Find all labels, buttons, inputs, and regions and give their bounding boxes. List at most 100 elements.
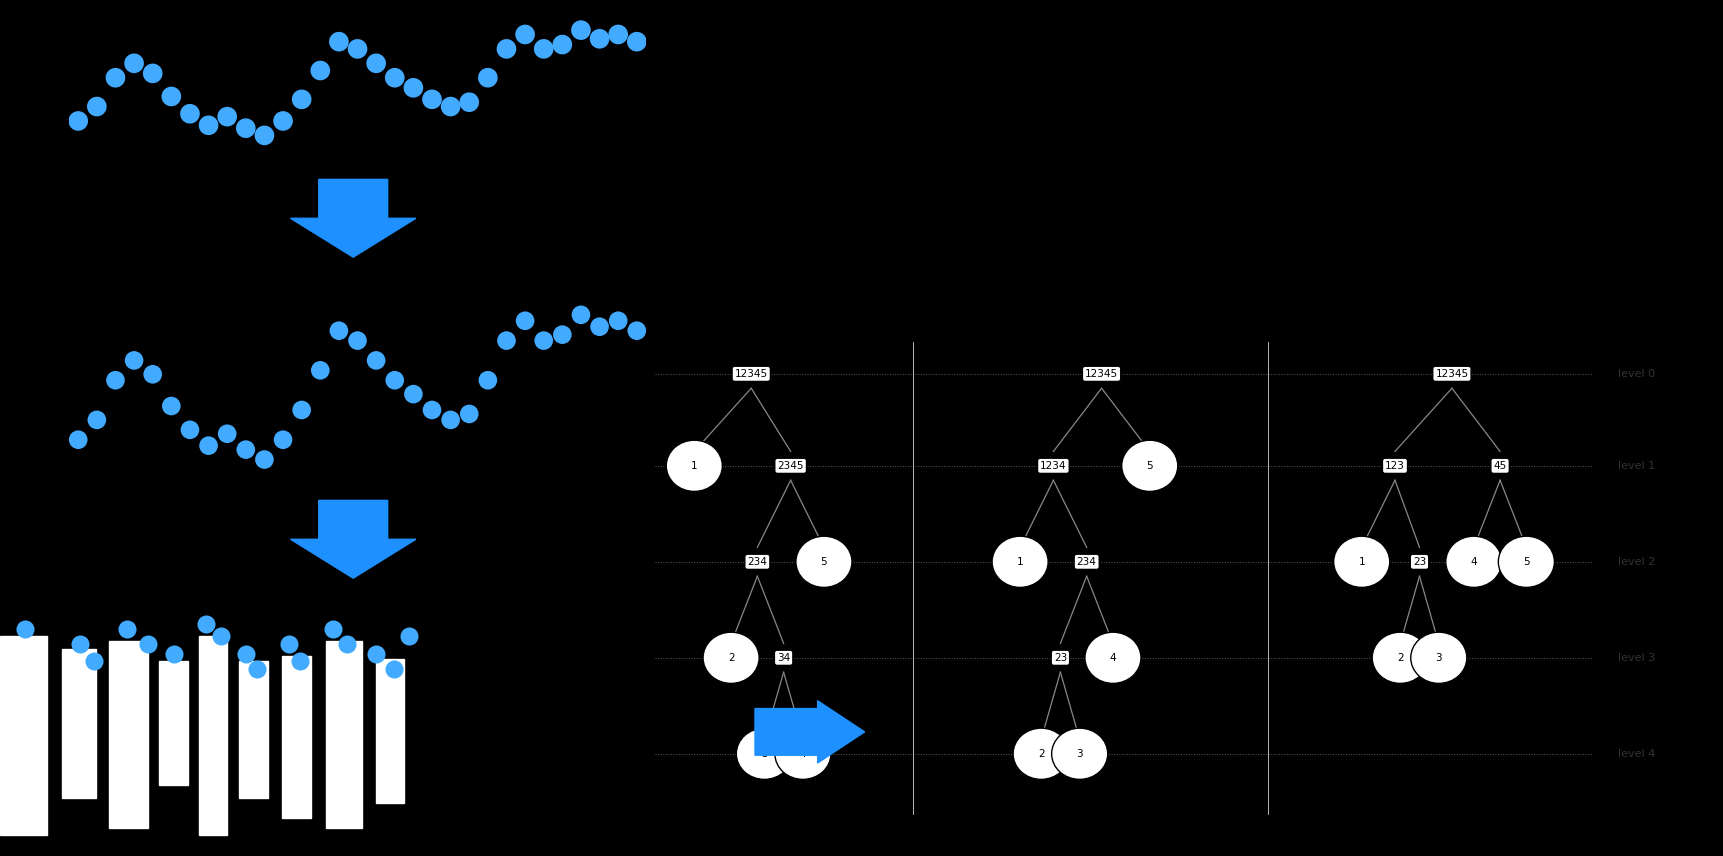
Point [326,324,353,337]
Point [548,38,575,51]
Point [326,35,353,49]
Point [586,320,613,334]
FancyBboxPatch shape [159,661,188,786]
Text: 2: 2 [727,653,734,663]
Polygon shape [755,701,865,763]
Point [531,42,558,56]
FancyBboxPatch shape [0,637,47,835]
Polygon shape [291,501,415,578]
FancyBboxPatch shape [62,649,96,798]
Text: 2: 2 [1397,653,1404,663]
Point [140,367,167,381]
Text: 1: 1 [691,461,698,471]
Point [288,403,315,417]
Point [157,399,184,413]
Text: 1234: 1234 [1041,461,1067,471]
Text: 3: 3 [1435,653,1442,663]
Point [512,314,539,328]
Point [419,403,446,417]
Text: 12345: 12345 [734,369,768,379]
Circle shape [1122,440,1179,491]
Circle shape [1411,633,1466,683]
Point [624,35,651,49]
Point [64,433,91,447]
Point [345,334,372,348]
Text: 123: 123 [1385,461,1404,471]
Text: level 2: level 2 [1618,556,1656,567]
Point [400,81,427,95]
Point [624,324,651,337]
Point [474,373,501,387]
Point [567,23,594,37]
Polygon shape [291,180,415,257]
Text: 1: 1 [1017,556,1023,567]
Point [288,92,315,106]
Point [269,114,296,128]
Text: 5: 5 [1146,461,1153,471]
Point [83,413,110,427]
Point [307,63,334,77]
Point [419,92,446,106]
Circle shape [1334,536,1390,587]
Point [176,107,203,121]
FancyBboxPatch shape [200,637,226,835]
Text: 234: 234 [1077,556,1096,567]
Text: 23: 23 [1413,556,1427,567]
Circle shape [736,728,793,779]
Circle shape [1051,728,1108,779]
Point [455,95,482,109]
Point [121,56,148,70]
Text: level 1: level 1 [1618,461,1656,471]
Circle shape [775,728,830,779]
Point [307,364,334,377]
Point [605,27,632,41]
Text: 12345: 12345 [1085,369,1118,379]
Text: 234: 234 [748,556,767,567]
Text: 5: 5 [1523,556,1530,567]
Point [214,427,241,441]
Point [586,32,613,45]
Text: 23: 23 [1054,653,1067,663]
Text: 4: 4 [1110,653,1117,663]
Point [233,122,260,135]
Point [195,439,222,453]
Point [102,373,129,387]
Text: level 4: level 4 [1618,749,1656,758]
Text: 5: 5 [820,556,827,567]
Point [531,334,558,348]
Point [548,328,575,342]
Point [455,407,482,421]
FancyBboxPatch shape [109,641,148,828]
Circle shape [992,536,1048,587]
Text: 2345: 2345 [777,461,805,471]
Text: 45: 45 [1494,461,1506,471]
Point [102,71,129,85]
Point [64,114,91,128]
Point [176,423,203,437]
Point [345,42,372,56]
Text: 2: 2 [1037,749,1044,758]
Circle shape [667,440,722,491]
Text: 3: 3 [1077,749,1084,758]
Point [195,118,222,132]
Circle shape [796,536,851,587]
Circle shape [1372,633,1428,683]
Point [567,308,594,322]
Point [381,373,408,387]
Point [438,413,465,427]
Text: level 0: level 0 [1618,369,1656,379]
Point [400,387,427,401]
Point [362,56,389,70]
Text: 34: 34 [777,653,791,663]
Point [250,453,277,467]
FancyBboxPatch shape [376,659,403,803]
Circle shape [1499,536,1554,587]
FancyBboxPatch shape [239,661,267,798]
Point [233,443,260,456]
Text: level 3: level 3 [1618,653,1656,663]
Point [438,99,465,113]
Point [250,128,277,142]
Point [121,354,148,367]
FancyBboxPatch shape [326,641,362,828]
Text: 4: 4 [1470,556,1477,567]
